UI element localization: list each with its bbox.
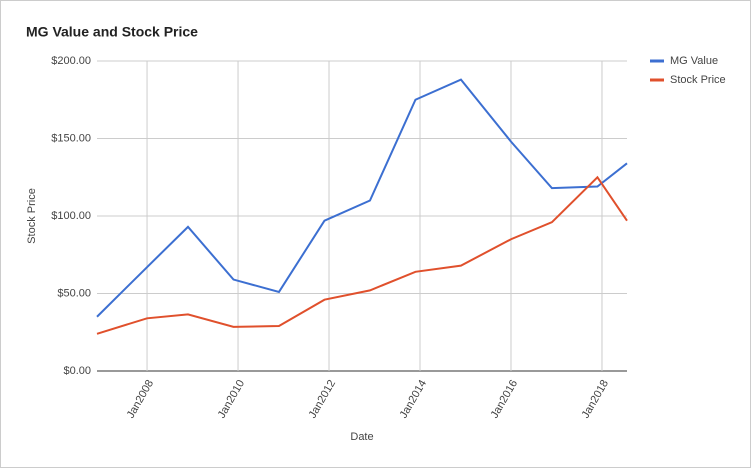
legend-label: Stock Price (670, 74, 726, 86)
data-line (96, 78, 628, 318)
data-line (96, 175, 628, 335)
y-tick-label: $0.00 (63, 365, 91, 377)
y-tick-label: $150.00 (51, 132, 91, 144)
y-axis-label: Stock Price (26, 188, 38, 244)
legend-label: MG Value (670, 55, 718, 67)
y-tick-label: $100.00 (51, 210, 91, 222)
y-tick-label: $200.00 (51, 55, 91, 67)
chart-title: MG Value and Stock Price (26, 24, 198, 40)
x-axis-label: Date (350, 431, 373, 443)
y-tick-label: $50.00 (57, 287, 91, 299)
